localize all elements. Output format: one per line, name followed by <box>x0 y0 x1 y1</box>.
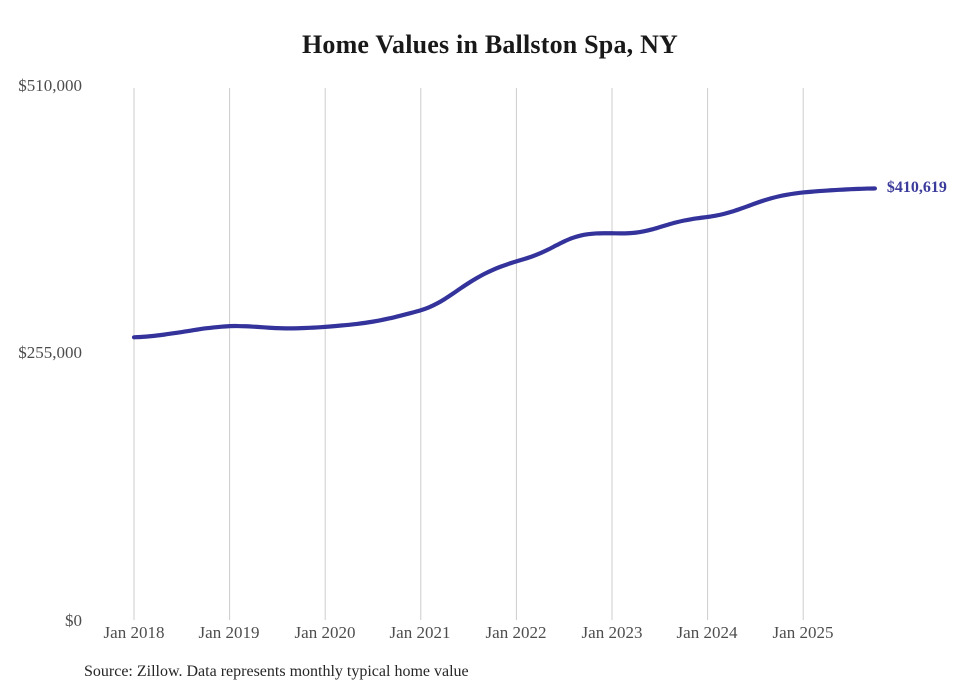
x-axis-tick-jan-2025: Jan 2025 <box>772 623 834 642</box>
x-axis-tick-jan-2021: Jan 2021 <box>389 623 451 642</box>
page-title: Home Values in Ballston Spa, NY <box>301 30 679 59</box>
series-line-typical-home-value <box>131 186 877 340</box>
gridlines <box>133 88 804 620</box>
y-axis-tick-0: $0 <box>65 611 82 630</box>
end-value-annotation: $410,619 <box>886 179 947 197</box>
x-axis-tick-jan-2024: Jan 2024 <box>676 623 738 642</box>
x-axis-tick-jan-2020: Jan 2020 <box>294 623 356 642</box>
x-axis-tick-jan-2018: Jan 2018 <box>103 623 165 642</box>
source-note: Source: Zillow. Data represents monthly … <box>84 663 469 680</box>
x-axis-tick-jan-2023: Jan 2023 <box>581 623 643 642</box>
x-axis-tick-jan-2022: Jan 2022 <box>485 623 547 642</box>
y-axis-tick-510000: $510,000 <box>18 76 82 95</box>
x-axis-tick-jan-2019: Jan 2019 <box>198 623 260 642</box>
y-axis-tick-255000: $255,000 <box>18 343 82 362</box>
